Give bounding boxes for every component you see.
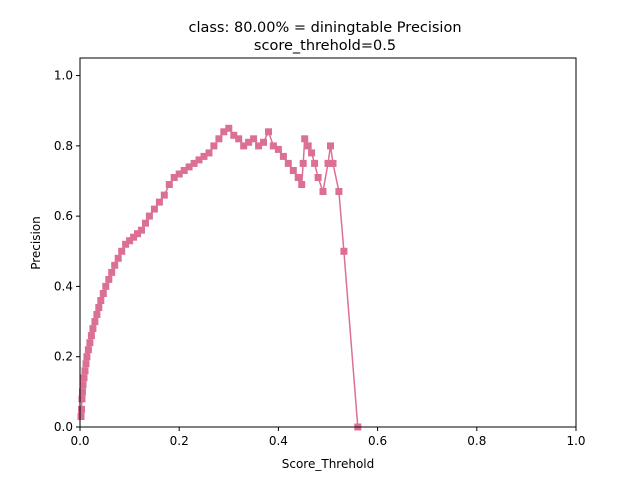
data-point — [260, 138, 267, 146]
x-axis-label: Score_Threhold — [282, 457, 375, 471]
data-point — [190, 159, 198, 167]
data-point — [97, 297, 105, 304]
x-tick-label: 0.0 — [70, 434, 89, 448]
plot-frame — [79, 57, 577, 428]
data-point — [89, 325, 97, 333]
data-point — [79, 388, 86, 396]
data-point — [200, 152, 208, 160]
y-tick-label: 0.0 — [54, 420, 73, 434]
data-point — [304, 142, 312, 150]
data-point — [145, 212, 153, 220]
data-point — [250, 135, 258, 143]
y-axis-label: Precision — [29, 216, 43, 270]
data-point — [279, 152, 287, 160]
data-point — [99, 290, 107, 297]
data-point — [114, 254, 122, 262]
data-point — [77, 413, 85, 420]
data-point — [126, 237, 134, 245]
data-point — [93, 311, 101, 318]
x-tick-label: 0.2 — [170, 434, 189, 448]
data-point — [79, 381, 87, 389]
data-point — [225, 124, 233, 132]
data-point — [274, 145, 282, 153]
data-point — [299, 159, 307, 167]
data-point — [87, 332, 95, 340]
data-point — [185, 163, 193, 171]
data-point — [138, 226, 145, 234]
data-point — [265, 128, 272, 136]
data-point — [289, 167, 297, 174]
data-point — [160, 191, 168, 199]
data-point — [134, 230, 141, 238]
series-layer — [77, 124, 362, 431]
data-point — [150, 205, 158, 213]
data-point — [235, 135, 243, 143]
data-point — [170, 174, 178, 181]
y-tick-label: 1.0 — [54, 69, 73, 83]
data-point — [80, 374, 88, 382]
data-point — [108, 268, 116, 276]
x-tick-label: 0.4 — [269, 434, 288, 448]
data-point — [180, 167, 188, 174]
x-tick-label: 0.8 — [467, 434, 486, 448]
data-point — [83, 353, 91, 361]
data-point — [311, 159, 319, 167]
data-point — [284, 159, 292, 167]
data-point — [324, 159, 332, 167]
data-point — [335, 188, 343, 195]
data-point — [111, 261, 119, 269]
data-point — [240, 142, 248, 150]
chart-title-line-2: score_threhold=0.5 — [254, 38, 396, 54]
data-point — [102, 282, 110, 290]
data-point — [95, 304, 103, 311]
x-tick-label: 0.6 — [368, 434, 387, 448]
series-line — [80, 127, 359, 428]
data-point — [78, 395, 86, 403]
data-point — [142, 219, 149, 227]
data-point — [340, 247, 348, 255]
y-tick-label: 0.6 — [54, 209, 73, 223]
data-point — [255, 142, 263, 150]
data-point — [195, 156, 203, 164]
data-point — [118, 247, 126, 255]
data-point — [130, 233, 138, 241]
data-point — [245, 138, 253, 146]
data-point — [155, 198, 163, 206]
y-tick-label: 0.8 — [54, 139, 73, 153]
data-point — [230, 131, 238, 139]
data-point — [301, 135, 309, 143]
data-point — [84, 346, 92, 354]
data-point — [165, 181, 173, 188]
data-point — [314, 174, 322, 181]
data-point — [210, 142, 218, 150]
x-axis: 0.0 0.2 0.4 0.6 0.8 1.0 — [70, 427, 586, 448]
data-point — [105, 275, 113, 283]
data-point — [294, 174, 302, 181]
data-point — [81, 367, 89, 375]
data-point — [175, 170, 183, 178]
data-point — [329, 159, 337, 167]
data-point — [122, 240, 130, 248]
y-tick-label: 0.4 — [54, 279, 73, 293]
y-tick-label: 0.2 — [54, 350, 73, 364]
data-point — [298, 181, 306, 188]
data-point — [269, 142, 277, 150]
x-tick-label: 1.0 — [566, 434, 585, 448]
data-point — [308, 149, 316, 157]
y-axis: 0.0 0.2 0.4 0.6 0.8 1.0 — [54, 69, 80, 434]
data-point — [319, 188, 327, 195]
data-point — [91, 318, 99, 326]
data-point — [82, 360, 90, 368]
data-point — [86, 339, 94, 347]
data-point — [205, 149, 213, 157]
data-point — [78, 405, 85, 413]
chart-title-line-1: class: 80.00% = diningtable Precision — [188, 20, 461, 36]
data-point — [327, 142, 334, 150]
data-point — [220, 128, 228, 136]
data-point — [215, 135, 223, 143]
